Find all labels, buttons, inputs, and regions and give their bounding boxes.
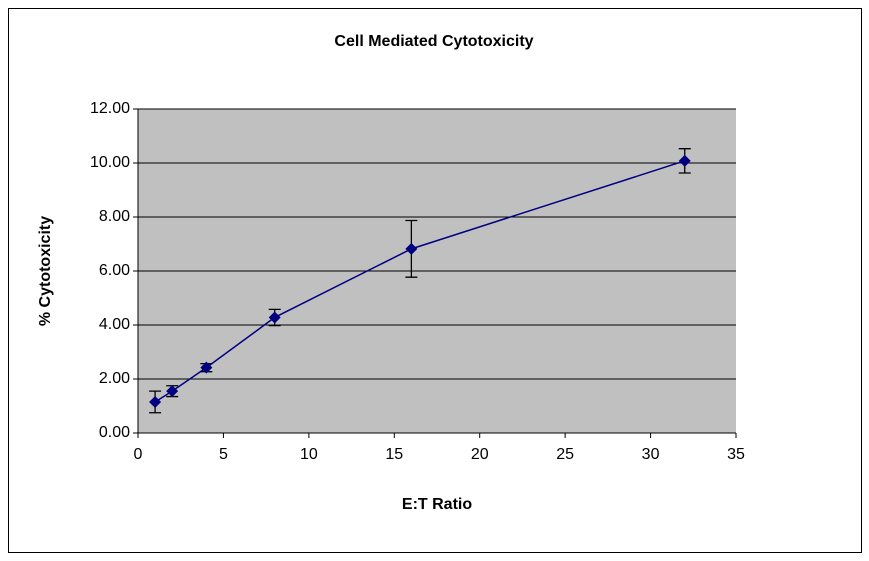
- x-tick-label: 30: [642, 446, 660, 463]
- x-axis-label: E:T Ratio: [402, 496, 472, 513]
- data-point: [166, 385, 179, 398]
- x-tick-label: 10: [300, 446, 318, 463]
- data-point: [678, 154, 691, 167]
- y-tick-label: 2.00: [99, 370, 130, 387]
- x-tick-label: 20: [471, 446, 489, 463]
- y-tick-label: 6.00: [99, 262, 130, 279]
- x-tick-label: 5: [219, 446, 228, 463]
- y-tick-label: 10.00: [90, 154, 130, 171]
- y-axis-label: % Cytotoxicity: [37, 216, 54, 326]
- data-point: [405, 242, 418, 255]
- data-point: [149, 395, 162, 408]
- y-tick-label: 12.00: [90, 100, 130, 117]
- x-tick-label: 35: [727, 446, 745, 463]
- x-tick-label: 25: [556, 446, 574, 463]
- y-tick-label: 4.00: [99, 316, 130, 333]
- y-tick-label: 0.00: [99, 424, 130, 441]
- data-point: [268, 311, 281, 324]
- x-tick-label: 15: [385, 446, 403, 463]
- x-tick-label: 0: [134, 446, 143, 463]
- chart-title: Cell Mediated Cytotoxicity: [334, 33, 533, 50]
- y-tick-label: 8.00: [99, 208, 130, 225]
- data-point: [200, 361, 213, 374]
